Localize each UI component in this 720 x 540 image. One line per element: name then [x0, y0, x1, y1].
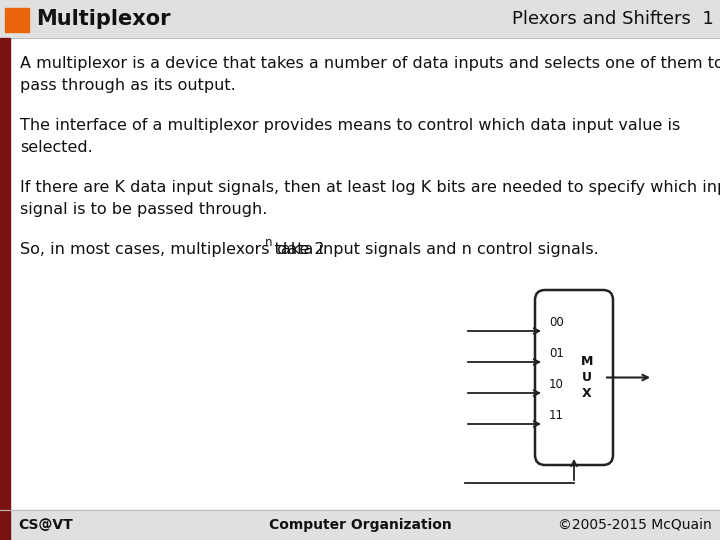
Text: Computer Organization: Computer Organization — [269, 518, 451, 532]
Bar — [0, 0, 720, 38]
Text: The interface of a multiplexor provides means to control which data input value : The interface of a multiplexor provides … — [20, 118, 680, 155]
FancyBboxPatch shape — [535, 290, 613, 465]
Text: Plexors and Shifters  1: Plexors and Shifters 1 — [512, 10, 714, 28]
Bar — [0, 38, 720, 510]
Text: 10: 10 — [549, 378, 564, 391]
Text: So, in most cases, multiplexors take 2: So, in most cases, multiplexors take 2 — [20, 242, 325, 257]
Bar — [0, 510, 10, 540]
Bar — [5, 8, 29, 32]
Text: n: n — [265, 236, 273, 249]
Text: ©2005-2015 McQuain: ©2005-2015 McQuain — [558, 518, 712, 532]
Text: CS@VT: CS@VT — [18, 518, 73, 532]
Bar — [0, 510, 720, 540]
Text: M
U
X: M U X — [580, 355, 593, 400]
Text: Multiplexor: Multiplexor — [36, 9, 171, 29]
Text: data input signals and n control signals.: data input signals and n control signals… — [271, 242, 598, 257]
Bar — [0, 38, 10, 510]
Text: 01: 01 — [549, 347, 564, 360]
Text: 00: 00 — [549, 316, 564, 329]
Text: 11: 11 — [549, 409, 564, 422]
Text: If there are K data input signals, then at least log K bits are needed to specif: If there are K data input signals, then … — [20, 180, 720, 217]
Text: A multiplexor is a device that takes a number of data inputs and selects one of : A multiplexor is a device that takes a n… — [20, 56, 720, 93]
